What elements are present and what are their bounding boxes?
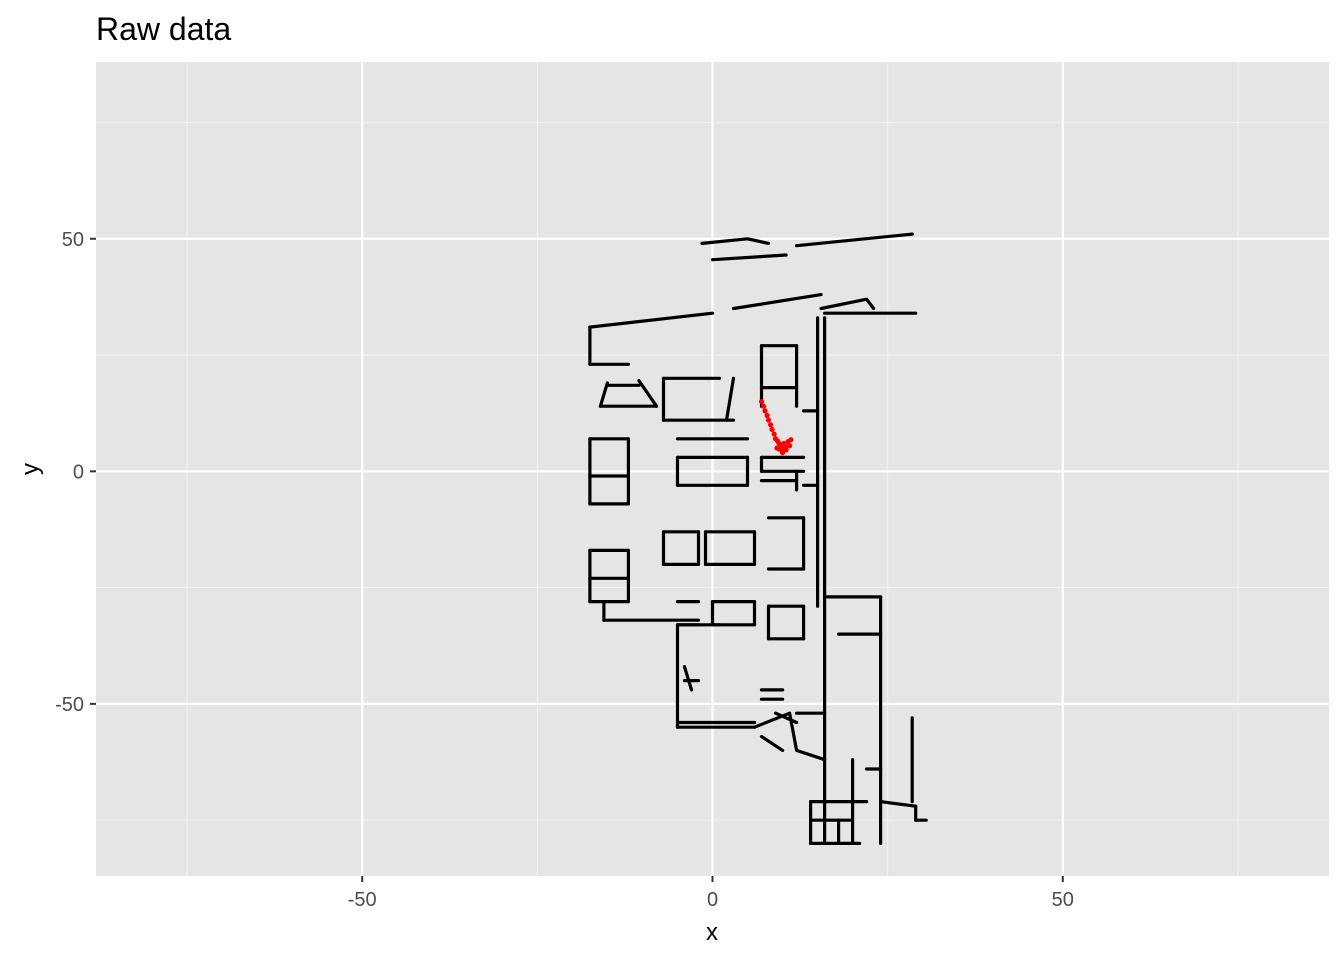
trajectory-point (758, 398, 765, 405)
map-wall-segment (878, 799, 918, 808)
trajectory-point (786, 443, 793, 449)
map-wall-segment (773, 711, 799, 725)
map-wall-segment (598, 381, 610, 408)
map-wall-segment (700, 237, 771, 245)
map-wall-segment (637, 379, 659, 408)
map-wall-segment (724, 376, 736, 422)
y-tick-label: -50 (55, 694, 84, 716)
marks (588, 232, 928, 846)
trajectory-point (765, 417, 772, 423)
map-wall-segment (819, 297, 876, 311)
trajectory-point (769, 426, 775, 433)
map-wall-segment (588, 311, 715, 329)
y-axis-title: y (17, 463, 44, 475)
map-wall-segment (759, 734, 785, 753)
axes: -50 0 50 -50 0 50 (55, 229, 1074, 911)
trajectory-point (762, 408, 768, 414)
trajectory-point (768, 422, 774, 428)
chart-title: Raw data (96, 11, 231, 47)
grid (96, 62, 1329, 876)
x-axis-title: x (706, 919, 718, 946)
y-tick-label: 0 (73, 461, 84, 483)
x-tick-label: -50 (348, 889, 377, 911)
trajectory-point (781, 440, 787, 447)
x-tick-label: 50 (1052, 889, 1074, 911)
map-wall-segment (731, 293, 823, 311)
trajectory-point (761, 403, 767, 409)
y-tick-label: 50 (62, 229, 84, 251)
trajectory-point (779, 450, 786, 456)
map-wall-segment (710, 253, 788, 262)
map-wall-segment (682, 665, 694, 692)
x-tick-label: 0 (707, 889, 718, 911)
trajectory-point (783, 447, 789, 453)
trajectory-point (771, 431, 777, 437)
trajectory-point (764, 412, 770, 419)
trajectory-point (788, 437, 794, 443)
map-wall-segment (794, 232, 914, 248)
map-wall-segment (752, 711, 827, 762)
